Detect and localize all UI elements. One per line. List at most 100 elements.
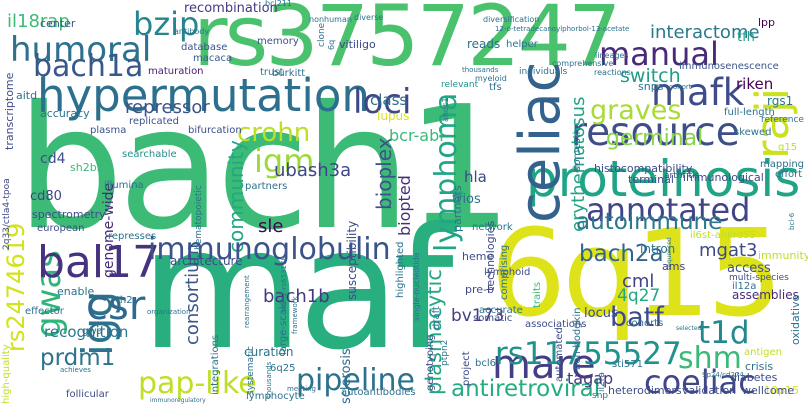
word-sound: atxn2-rs653178	[280, 256, 288, 312]
word-lymphocyte: lymphocyte	[246, 391, 305, 402]
word-helper: helper	[506, 39, 538, 50]
word-ams: ams	[662, 260, 686, 273]
word-rearrangement: rearrangement	[243, 275, 251, 328]
word-organization: organization	[147, 308, 191, 316]
word-rs3757247: rs3757247	[193, 0, 621, 85]
word-genotyping: genotyping	[425, 334, 436, 391]
word-cd80: cd80	[30, 189, 62, 204]
word-graves: graves	[590, 95, 682, 126]
word-gwa: gwa	[82, 326, 103, 337]
word-bcl-6: 12-o-tetradecanoylphorbol-13-acetate	[495, 25, 630, 33]
word-wellcome: wellcome	[742, 384, 795, 397]
word-terminal: terminal	[628, 173, 674, 186]
word-autoantibodies: autoantibodies	[341, 387, 416, 398]
word-sh2b3: sh2b3	[70, 161, 104, 174]
word-loci: loci	[353, 82, 412, 122]
word-diversification: cohort	[669, 83, 692, 91]
word-searchable: searchable	[122, 149, 177, 160]
word-batf: batf	[610, 302, 664, 333]
word-riken: riken	[736, 75, 774, 93]
word-tagap: tagap	[567, 369, 614, 388]
word-spectrometry: spectrometry	[32, 208, 106, 221]
word-hypermutation: hypermutation	[37, 69, 370, 122]
word-mgat3: mgat3	[699, 240, 758, 261]
word-skewed: skewed	[734, 127, 772, 138]
word-reference: reference	[761, 115, 804, 125]
word-maf: maf	[140, 191, 454, 387]
word-ptpn2: ptpn2	[440, 339, 450, 366]
word-6q15: 6q15	[490, 205, 783, 344]
word-hematopoietic: hematopoietic	[194, 185, 204, 250]
word-heterodimers-validation-wellcome: heterodimers	[608, 384, 682, 397]
word-illumina: illumina	[104, 180, 144, 191]
word-high-quality: high-quality	[1, 344, 12, 404]
word-switch: switch	[620, 65, 681, 87]
word-clone: clone	[317, 22, 327, 47]
word-cml: cml	[622, 271, 655, 292]
word-intron: intron	[640, 242, 676, 256]
word-sle: sle	[258, 216, 284, 237]
word-immunoglobulin: immunoglobulin	[148, 232, 391, 267]
word-effort: effort	[775, 169, 803, 180]
word-recombination: recombination	[184, 1, 278, 16]
word-bach1a: bach1a	[33, 49, 144, 84]
word-vitiligo: vitiligo	[339, 38, 376, 51]
word-hla: hla	[464, 168, 487, 186]
word-comprising: comprising	[499, 244, 510, 300]
word-bach1: bach1	[16, 70, 513, 268]
word-il12a: snp	[592, 391, 609, 401]
word-12-o-tetradecanoylphorbol: sequenced	[666, 237, 673, 270]
word-resource: resource	[571, 110, 740, 155]
word-bcr-abl: bcr-abl	[389, 126, 444, 145]
word-gro: diverse	[354, 13, 384, 22]
word-pre-b: pre-b	[465, 283, 494, 296]
word-mafk: mafk	[651, 71, 745, 114]
word-recognition: recognition	[44, 323, 129, 341]
word-mare: mare	[492, 342, 596, 388]
word-il2ra: il6st-ankrd55	[690, 230, 756, 241]
word-antigen: il12a	[732, 281, 757, 292]
word-manual: manual	[599, 35, 719, 73]
word-represses: represses	[108, 231, 157, 242]
word-prdm1: prdm1	[40, 345, 116, 371]
word-database: database	[181, 42, 228, 53]
word-4q27: 4q27	[617, 286, 661, 306]
word-il12a-as1: il2ra	[597, 372, 607, 392]
word-snps: snps	[638, 80, 664, 93]
word-effector: effector	[25, 306, 64, 317]
word-annotated: annotated	[586, 191, 751, 229]
word-plasma: plasma	[90, 125, 127, 136]
word-full-length: multi-species	[729, 273, 789, 283]
word-rs11755527: rs11755527	[495, 336, 682, 372]
word-humoral: humoral	[10, 30, 152, 70]
word-non-hodgkin: non-hodgkin	[572, 307, 583, 370]
word-reactions: reactions	[594, 68, 631, 77]
word-crisis: crisis	[745, 360, 774, 373]
word-il18rap: il18rap	[7, 11, 70, 32]
word-antiretroviral: antiretroviral	[451, 376, 601, 402]
word-project: partners	[451, 185, 464, 232]
word-immunity: immunity	[758, 249, 808, 262]
word-q15: q15	[778, 142, 798, 153]
word-ahdc1: 6q	[327, 39, 336, 50]
word-validation: validation	[682, 384, 737, 397]
word-heme: heme	[462, 250, 494, 263]
word-bal17: bal17	[37, 237, 161, 288]
word-accuracy: accuracy	[40, 107, 90, 120]
word-highlighted: highlighted	[395, 241, 406, 298]
word-oxidative: antigen	[744, 347, 783, 358]
word-replicated: replicated	[129, 116, 179, 127]
word-repressor: repressor	[125, 97, 210, 118]
word-follicular: follicular	[66, 389, 109, 400]
word-selected: thousands	[462, 66, 499, 74]
word-multi-species: oxidative	[789, 294, 802, 345]
word-partners: partners	[245, 181, 288, 192]
word-pap-like: pap-like	[138, 366, 257, 401]
word-bzip: bzip	[133, 5, 200, 43]
word-reads: reads	[467, 37, 501, 51]
word-rgs1: rgs1	[767, 94, 794, 108]
word-germinal: germinal	[606, 126, 704, 151]
word-cohort: ahdc1	[441, 97, 450, 122]
word-associations: project	[461, 351, 472, 386]
